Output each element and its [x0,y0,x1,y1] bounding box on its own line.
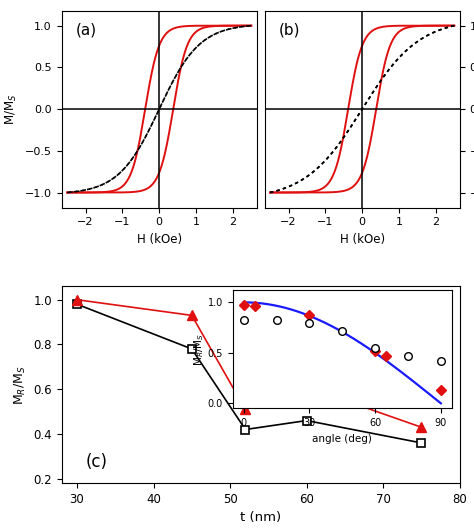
X-axis label: t (nm): t (nm) [240,511,281,525]
Y-axis label: M/M$_S$: M/M$_S$ [4,93,19,125]
Text: (c): (c) [85,453,108,472]
Text: (a): (a) [75,22,96,37]
X-axis label: H (kOe): H (kOe) [137,233,182,246]
Text: (b): (b) [278,22,300,37]
X-axis label: H (kOe): H (kOe) [340,233,385,246]
Y-axis label: M$_R$/M$_S$: M$_R$/M$_S$ [13,365,27,405]
